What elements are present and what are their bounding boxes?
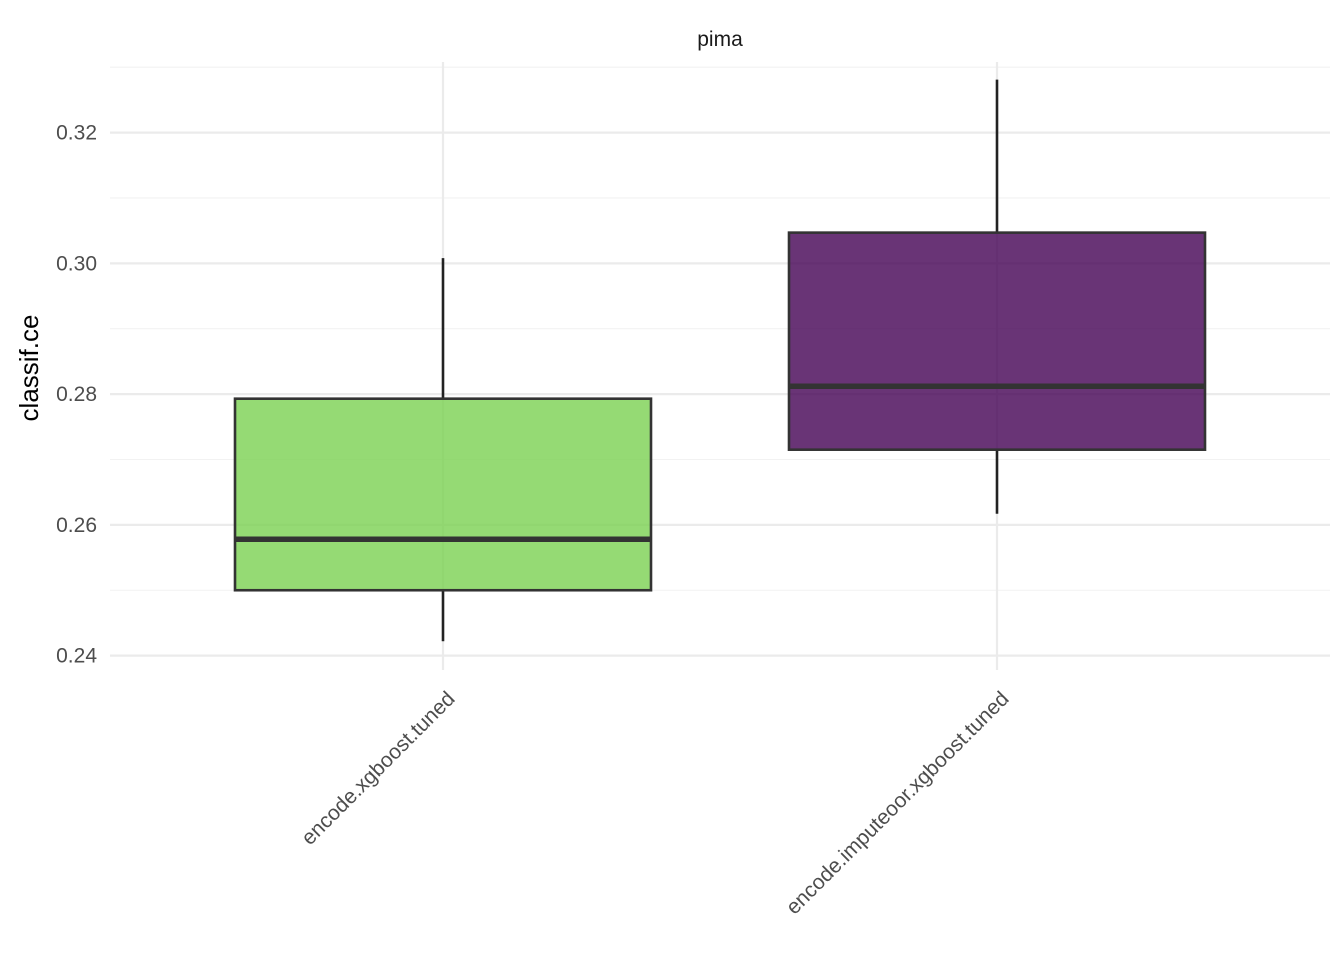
box-body	[233, 397, 653, 592]
box-1	[233, 258, 653, 642]
y-tick-label: 0.28	[56, 383, 97, 406]
x-tick-label: encode.imputeoor.xgboost.tuned	[782, 687, 1014, 919]
y-tick-label: 0.30	[56, 252, 97, 275]
y-tick-label: 0.26	[56, 514, 97, 537]
x-tick-label: encode.xgboost.tuned	[297, 687, 459, 849]
y-tick-label: 0.24	[56, 645, 97, 668]
y-axis-title: classif.ce	[14, 315, 44, 422]
facet-title: pima	[697, 28, 743, 51]
box-body	[787, 231, 1207, 451]
box-layer	[233, 79, 1207, 642]
box-2	[787, 79, 1207, 514]
y-tick-label: 0.32	[56, 122, 97, 145]
